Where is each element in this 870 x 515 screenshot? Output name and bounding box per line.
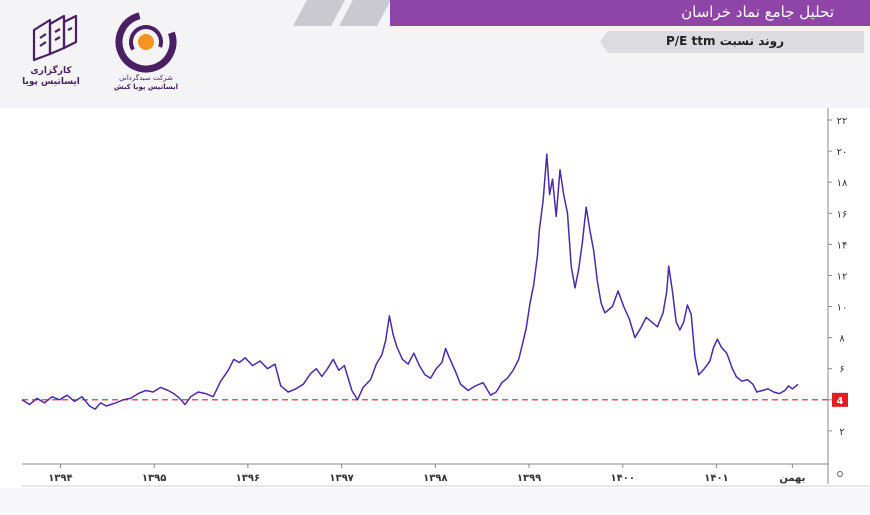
subtitle-bar bbox=[600, 31, 864, 53]
reference-badge-label: 4 bbox=[837, 396, 844, 407]
x-tick-label: ۱۳۹۵ bbox=[142, 473, 166, 484]
x-tick-label: ۱۳۹۸ bbox=[423, 473, 447, 484]
y-axis: ۲ ۶ ۸ ۱۰ ۱۲ ۱۴ ۱۶ ۱۸ ۲۰ ۲۲ bbox=[827, 108, 848, 484]
x-tick-label: ۱۳۹۶ bbox=[236, 473, 260, 484]
page-title: تحلیل جامع نماد خراسان bbox=[681, 3, 834, 21]
y-tick-label: ۱۴ bbox=[837, 240, 848, 251]
ring-logo-icon bbox=[115, 11, 177, 73]
logo-company-text: شرکت سبدگردانی ایساتیس پویا کیش bbox=[108, 74, 184, 92]
corner-group bbox=[837, 471, 843, 477]
y-tick-label: ۱۸ bbox=[837, 178, 848, 189]
reference-badge bbox=[832, 392, 848, 407]
reference-line-group: 4 bbox=[22, 392, 848, 407]
x-tick-label: ۱۴۰۱ bbox=[704, 473, 728, 484]
x-axis: ۱۳۹۴ ۱۳۹۵ ۱۳۹۶ ۱۳۹۷ ۱۳۹۸ ۱۳۹۹ ۱۴۰۰ ۱۴۰۱ بهمن bbox=[22, 463, 870, 487]
x-tick-label: بهمن bbox=[779, 473, 805, 484]
series-group bbox=[21, 153, 799, 410]
logo-kargozari-line2: ایساتیس پویا bbox=[22, 77, 80, 87]
y-tick-label: ۲ bbox=[839, 427, 844, 438]
logo-company-line1: شرکت سبدگردانی bbox=[119, 74, 173, 82]
x-tick-label: ۱۳۹۹ bbox=[517, 473, 541, 484]
x-tick-label: ۱۳۹۴ bbox=[48, 473, 72, 484]
y-tick-label: ۲۲ bbox=[837, 116, 848, 127]
footer-band bbox=[0, 488, 870, 515]
page-subtitle: روند نسبت P/E ttm bbox=[665, 34, 784, 48]
y-tick-label: ۱۶ bbox=[837, 209, 848, 220]
logo-kargozari-line1: کارگزاری bbox=[30, 66, 72, 76]
building-logo-icon bbox=[32, 14, 78, 62]
y-tick-label: ۸ bbox=[839, 334, 845, 345]
series-line bbox=[21, 153, 799, 410]
x-tick-label: ۱۴۰۰ bbox=[611, 473, 635, 484]
logo-kargozari-text: کارگزاری ایساتیس پویا bbox=[6, 66, 96, 88]
logo-company-line2: ایساتیس پویا کیش bbox=[113, 83, 179, 91]
title-bar bbox=[390, 0, 870, 26]
x-tick-label: ۱۳۹۷ bbox=[329, 473, 353, 484]
y-tick-label: ۶ bbox=[839, 365, 844, 376]
y-tick-label: ۱۲ bbox=[837, 271, 848, 282]
y-tick-label: ۱۰ bbox=[837, 303, 848, 314]
y-tick-label: ۲۰ bbox=[837, 147, 848, 158]
sun-icon bbox=[837, 471, 843, 477]
